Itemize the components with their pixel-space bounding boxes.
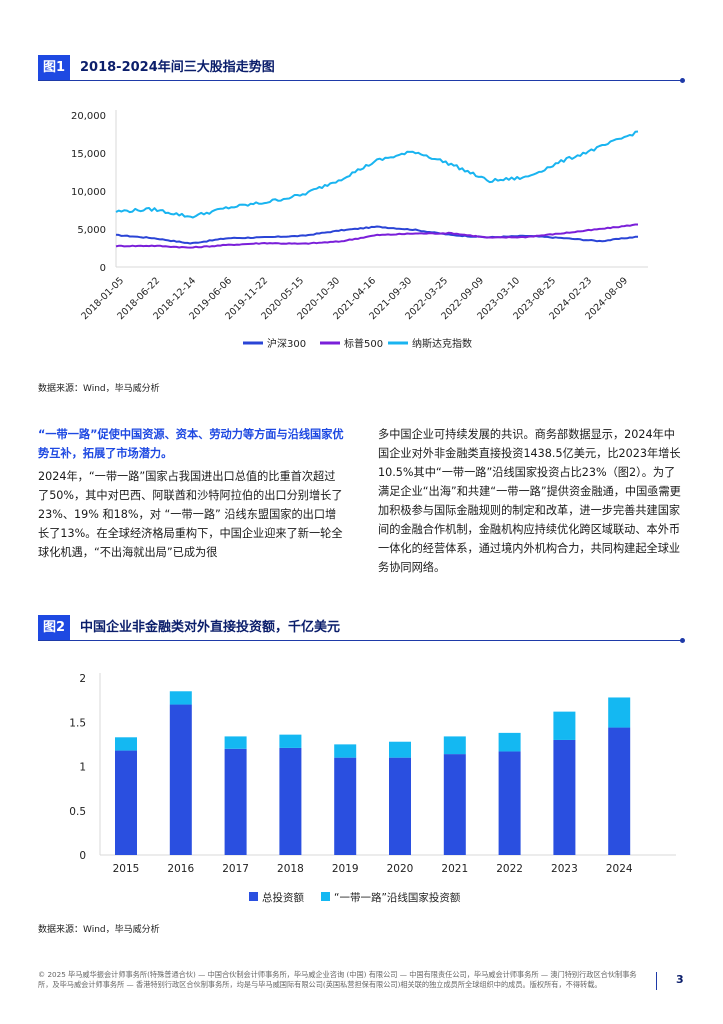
bar-bri [279,734,302,748]
bar-total [608,727,631,855]
bar-bri [115,737,137,751]
bar-total [169,704,192,855]
bar-total [279,747,302,855]
y-tick-label: 20,000 [71,111,106,122]
footer-legal-text: © 2025 毕马威华振会计师事务所(特殊普通合伙) — 中国合伙制会计师事务所… [38,970,637,989]
x-tick-label: 2015 [113,863,140,875]
bar-bri [553,711,576,740]
figure2-rule-dot [680,638,685,643]
x-tick-label: 2023 [551,863,578,875]
figure2-source: 数据来源：Wind，毕马威分析 [38,925,160,935]
figure1-header: 图1 2018-2024年间三大股指走势图 [38,55,686,83]
x-tick-label: 2017 [222,863,249,875]
x-tick-label: 2021 [441,863,468,875]
figure1-rule-dot [680,78,685,83]
legend-label-total: 总投资额 [262,891,304,904]
bar-total [389,757,411,855]
bar-chart-odi: 0 0.5 1 1.5 2 2015 2016 2017 2018 2019 2020 2021 202… [69,673,676,904]
legend-label-3: 纳斯达克指数 [412,337,472,350]
y-tick-label: 10,000 [71,187,106,198]
bar-bri [169,691,192,705]
figure2-tag: 图2 [38,615,70,641]
y-tick-label: 0 [100,263,106,274]
figure1-rule [38,80,682,81]
bar-bri [443,736,466,755]
x-tick-label: 2024 [606,863,633,875]
y-tick-label: 0.5 [69,806,86,818]
paragraph-1: 2024年，“一带一路”国家占我国进出口总值的比重首次超过了50%，其中对巴西、… [38,470,343,559]
x-tick-label: 2022 [496,863,523,875]
paragraph-2: 多中国企业可持续发展的共识。商务部数据显示，2024年中国企业对外非金融类直接投… [378,428,681,574]
figure2-title: 中国企业非金融类对外直接投资额，千亿美元 [80,620,341,635]
figure1-title: 2018-2024年间三大股指走势图 [80,60,275,75]
legend-label-2: 标普500 [344,337,383,350]
series-line-3 [115,130,639,219]
legend-label-1: 沪深300 [267,337,306,350]
text-column-left: “一带一路”促使中国资源、资本、劳动力等方面与沿线国家优势互补，拓展了市场潜力。… [38,425,346,566]
y-tick-label: 0 [79,850,86,862]
legend-swatch-bri [321,892,330,901]
bar-total [224,748,247,855]
bar-bri [498,732,521,752]
x-tick-label: 2020 [387,863,414,875]
page-number: 3 [676,973,684,986]
text-column-right: 多中国企业可持续发展的共识。商务部数据显示，2024年中国企业对外非金融类直接投… [378,425,686,581]
y-tick-label: 1.5 [69,717,86,729]
x-tick-label: 2018 [277,863,304,875]
bar-bri [224,736,247,749]
y-tick-label: 15,000 [71,149,106,160]
bar-bri [389,741,411,758]
y-tick-label: 5,000 [77,225,106,236]
figure1-source: 数据来源：Wind，毕马威分析 [38,384,160,394]
bar-total [498,751,521,855]
series-line-1 [115,225,638,245]
legend-swatch-total [249,892,258,901]
footer-divider [656,972,657,990]
bar-total [443,754,466,855]
figure1-tag: 图1 [38,55,70,81]
figure2-header: 图2 中国企业非金融类对外直接投资额，千亿美元 [38,615,686,643]
bar-total [334,757,357,855]
bar-bri [334,744,357,758]
section-subhead: “一带一路”促使中国资源、资本、劳动力等方面与沿线国家优势互补，拓展了市场潜力。 [38,428,344,460]
bar-total [115,750,137,855]
bar-total [553,739,576,855]
legend-label-bri: “一带一路”沿线国家投资额 [334,891,461,904]
y-tick-label: 1 [79,762,86,774]
figure2-rule [38,640,682,641]
x-tick-label: 2016 [167,863,194,875]
y-tick-label: 2 [79,673,86,685]
x-tick-label: 2019 [332,863,359,875]
series-line-2 [115,223,638,249]
bar-bri [608,697,631,728]
line-chart-indices: 05,00010,00015,00020,0002018-01-052018-0… [71,110,648,350]
